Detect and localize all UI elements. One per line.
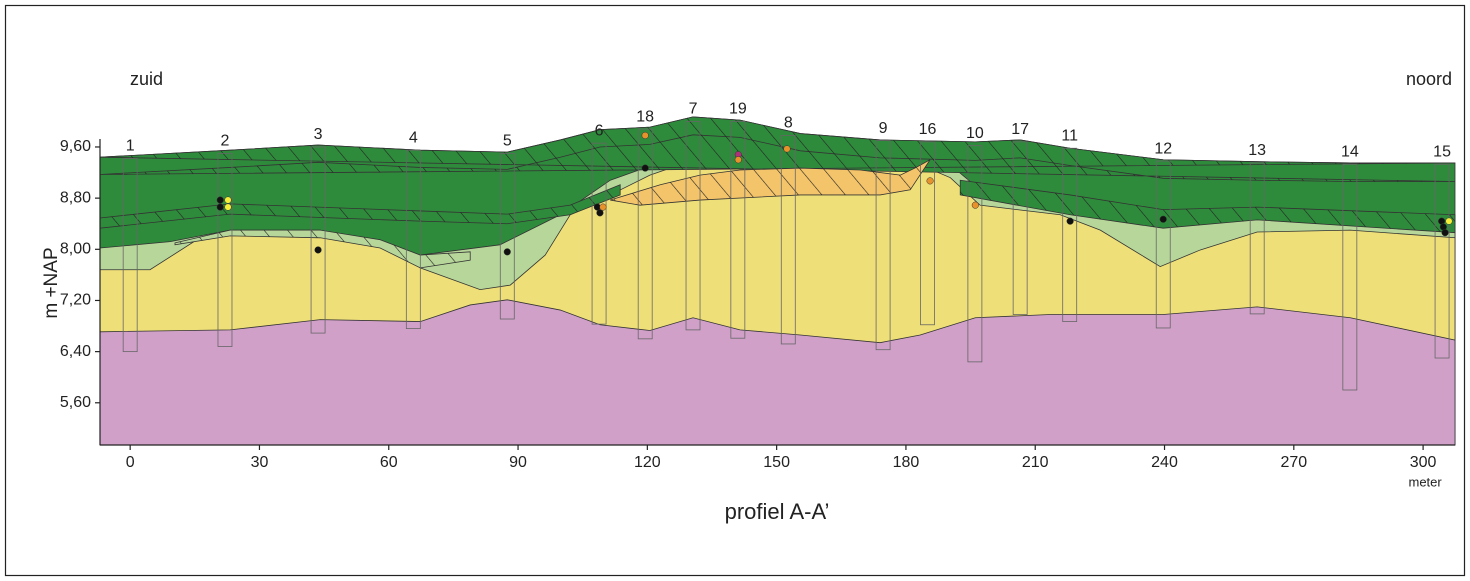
frame — [4, 4, 1466, 577]
borehole-label: 15 — [1433, 143, 1451, 160]
borehole — [967, 145, 983, 363]
borehole — [1012, 141, 1028, 315]
borehole — [122, 158, 138, 353]
layer-hatch — [610, 159, 931, 206]
x-tick-label: 0 — [126, 454, 135, 471]
sample-point — [641, 131, 649, 140]
borehole-label: 19 — [729, 101, 747, 118]
borehole — [730, 120, 746, 339]
layer-hatch — [100, 184, 621, 229]
borehole-label: 9 — [879, 120, 888, 137]
sample-point — [599, 203, 607, 211]
sample-point — [224, 203, 232, 211]
y-tick-label: 7,20 — [60, 292, 91, 309]
sample-point — [971, 201, 979, 209]
borehole-label: 13 — [1248, 142, 1266, 159]
sample-point — [1445, 217, 1453, 225]
borehole-label: 3 — [314, 126, 323, 143]
borehole-label: 1 — [126, 138, 135, 155]
borehole — [1434, 163, 1450, 359]
sample-point — [596, 209, 604, 217]
layer-hatch — [960, 180, 1455, 233]
borehole-label: 8 — [784, 115, 793, 132]
y-tick-label: 5,60 — [60, 394, 91, 411]
x-tick-label: 150 — [763, 454, 790, 471]
x-tick-label: 180 — [893, 454, 920, 471]
y-tick-label: 8,80 — [60, 189, 91, 206]
right-label: noord — [1406, 69, 1452, 89]
y-tick-label: 6,40 — [60, 343, 91, 360]
borehole-label: 17 — [1011, 121, 1029, 138]
borehole — [875, 140, 891, 351]
borehole-label: 7 — [689, 101, 698, 118]
x-tick-label: 300 — [1410, 454, 1437, 471]
layer — [99, 299, 1456, 446]
borehole-label: 12 — [1154, 140, 1172, 157]
layer-hatch — [174, 230, 471, 268]
sample-point — [216, 196, 224, 204]
sample-point — [1066, 217, 1074, 225]
layers — [99, 116, 1456, 446]
sample-point — [783, 145, 791, 153]
x-tick-label: 270 — [1280, 454, 1307, 471]
borehole — [310, 146, 326, 334]
y-tick-label: 9,60 — [60, 138, 91, 155]
borehole-label: 4 — [409, 129, 418, 146]
sample-point — [1159, 215, 1167, 223]
borehole — [405, 149, 421, 330]
borehole-label: 14 — [1341, 143, 1359, 160]
borehole — [780, 135, 796, 345]
x-tick-label: 90 — [509, 454, 527, 471]
borehole — [499, 152, 515, 320]
sample-point — [503, 248, 511, 256]
borehole-label: 11 — [1061, 127, 1078, 144]
x-tick-label: 60 — [380, 454, 398, 471]
y-axis-title: m +NAP — [41, 247, 62, 318]
sample-point — [224, 196, 232, 204]
sample-point — [734, 156, 742, 164]
left-label: zuid — [130, 69, 163, 89]
borehole — [1342, 163, 1358, 391]
x-axis-title: profiel A-A’ — [725, 499, 830, 524]
x-tick-label: 30 — [251, 454, 269, 471]
x-tick-label: 120 — [634, 454, 661, 471]
borehole — [1155, 160, 1171, 329]
sample-point — [926, 177, 934, 185]
borehole — [217, 152, 233, 347]
layer-hatch — [100, 116, 1455, 182]
borehole-label: 5 — [503, 133, 512, 150]
borehole-label: 6 — [595, 122, 604, 139]
borehole-label: 2 — [221, 133, 230, 150]
sample-point — [314, 246, 322, 254]
borehole-label: 16 — [919, 121, 937, 138]
borehole-label: 10 — [966, 125, 984, 142]
x-unit: meter — [1408, 474, 1442, 489]
borehole-label: 18 — [636, 108, 654, 125]
y-tick-label: 8,00 — [60, 241, 91, 258]
borehole — [591, 142, 607, 325]
borehole — [1062, 147, 1078, 322]
borehole — [1249, 162, 1265, 315]
borehole — [685, 120, 701, 331]
sample-point — [216, 203, 224, 211]
sample-point — [641, 164, 649, 172]
x-tick-label: 240 — [1151, 454, 1178, 471]
borehole — [637, 128, 653, 340]
borehole — [920, 141, 935, 326]
sample-point — [1441, 229, 1449, 237]
x-tick-label: 210 — [1022, 454, 1049, 471]
